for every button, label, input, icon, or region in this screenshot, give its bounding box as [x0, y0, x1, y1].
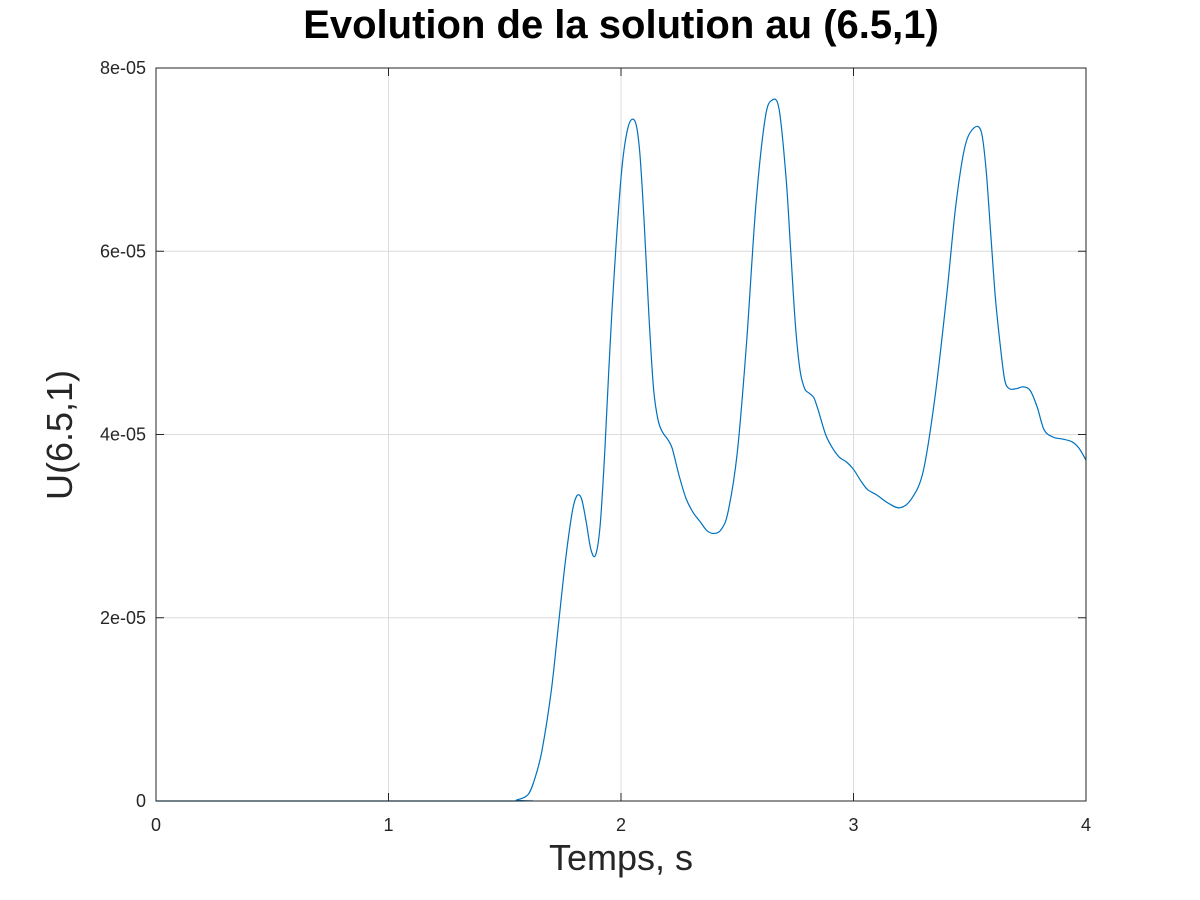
- chart-title: Evolution de la solution au (6.5,1): [303, 3, 939, 47]
- series-line: [155, 98, 1087, 802]
- y-tick-label: 8e-05: [100, 58, 146, 78]
- y-tick-label: 2e-05: [100, 608, 146, 628]
- ticks: 0 1 2 3 4 0 2e-05 4e-05 6e-05 8e-05: [100, 58, 1091, 835]
- y-tick-label: 6e-05: [100, 241, 146, 261]
- x-tick-label: 0: [151, 815, 161, 835]
- x-tick-label: 3: [848, 815, 858, 835]
- x-tick-label: 2: [616, 815, 626, 835]
- x-tick-label: 4: [1081, 815, 1091, 835]
- x-axis-label: Temps, s: [549, 837, 693, 878]
- y-tick-label: 4e-05: [100, 425, 146, 445]
- data-layer: [155, 98, 1087, 802]
- y-axis-label: U(6.5,1): [39, 370, 80, 500]
- grid: [156, 68, 1086, 801]
- x-tick-label: 1: [383, 815, 393, 835]
- y-tick-label: 0: [136, 791, 146, 811]
